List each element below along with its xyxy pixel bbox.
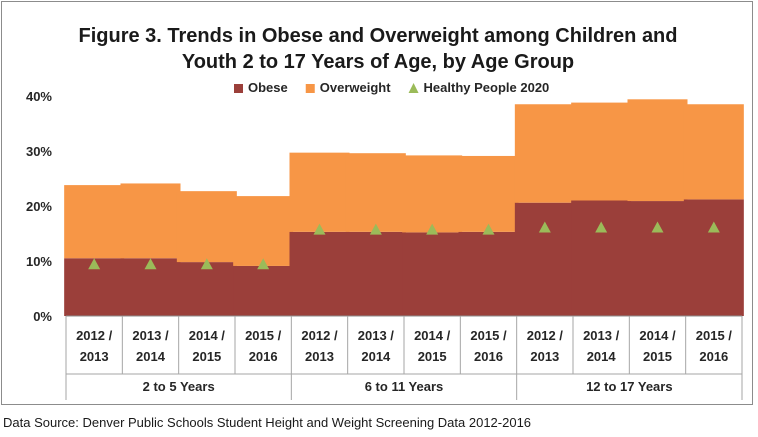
x-tick-label-year-end: 2016 (699, 349, 728, 364)
y-tick-label: 20% (26, 199, 52, 214)
group-label: 2 to 5 Years (143, 379, 215, 394)
x-tick-label-year-start: 2014 / (639, 328, 676, 343)
bar-overweight (345, 153, 406, 232)
x-tick-label-year-end: 2016 (474, 349, 503, 364)
bar-overweight (514, 104, 575, 203)
x-tick-label-year-end: 2013 (305, 349, 334, 364)
chart-title-line-1: Figure 3. Trends in Obese and Overweight… (79, 25, 678, 47)
bar-overweight (233, 196, 294, 266)
bar-obese (289, 231, 350, 316)
x-tick-label-year-end: 2013 (530, 349, 559, 364)
x-tick-label-year-end: 2014 (136, 349, 166, 364)
group-label: 6 to 11 Years (365, 379, 444, 394)
healthy-people-2020-marker (369, 223, 382, 235)
bar-obese (233, 265, 294, 316)
bar-overweight (402, 155, 463, 233)
bar-overweight (176, 191, 237, 263)
chart-title-line-2: Youth 2 to 17 Years of Age, by Age Group (182, 51, 574, 73)
legend-label-overweight: Overweight (320, 80, 391, 95)
healthy-people-2020-marker (595, 221, 608, 233)
legend-label-obese: Obese (248, 80, 288, 95)
y-tick-label: 30% (26, 144, 52, 159)
y-tick-label: 10% (26, 254, 52, 269)
x-tick-label-year-end: 2014 (587, 349, 617, 364)
x-tick-label-year-start: 2014 / (414, 328, 451, 343)
bar-overweight (120, 183, 181, 259)
healthy-people-2020-marker (88, 258, 101, 270)
x-tick-label-year-end: 2015 (192, 349, 221, 364)
bar-obese (458, 231, 519, 316)
x-tick-label-year-start: 2013 / (583, 328, 620, 343)
bar-obese (402, 232, 463, 316)
x-tick-label-year-end: 2016 (249, 349, 278, 364)
bar-overweight (289, 152, 350, 232)
bar-overweight (683, 104, 744, 200)
source-note: Data Source: Denver Public Schools Stude… (3, 415, 532, 430)
x-tick-label-year-start: 2013 / (132, 328, 169, 343)
legend-marker-healthy-people-2020 (408, 83, 419, 93)
y-tick-label: 0% (33, 309, 52, 324)
healthy-people-2020-marker (200, 258, 213, 270)
x-tick-label-year-start: 2012 / (76, 328, 113, 343)
chart-frame: Figure 3. Trends in Obese and Overweight… (1, 1, 753, 405)
x-tick-label-year-start: 2015 / (470, 328, 507, 343)
legend-label-healthy-people-2020: Healthy People 2020 (424, 80, 550, 95)
bar-obese (683, 199, 744, 316)
bar-obese (514, 202, 575, 316)
legend-swatch-overweight (305, 84, 315, 93)
group-label: 12 to 17 Years (586, 379, 673, 394)
bar-obese (571, 200, 632, 316)
legend-swatch-obese (234, 84, 243, 93)
bar-overweight (64, 185, 125, 259)
bar-obese (345, 231, 406, 316)
chart-area: Figure 3. Trends in Obese and Overweight… (26, 25, 744, 400)
bar-obese (627, 201, 688, 316)
x-tick-label-year-end: 2015 (418, 349, 447, 364)
healthy-people-2020-marker (144, 258, 157, 270)
x-tick-label-year-start: 2012 / (527, 328, 564, 343)
bar-overweight (571, 102, 632, 201)
bar-obese (176, 262, 237, 316)
x-tick-label-year-start: 2014 / (189, 328, 226, 343)
bar-overweight (627, 99, 688, 202)
x-tick-label-year-end: 2014 (361, 349, 391, 364)
healthy-people-2020-marker (651, 221, 664, 233)
healthy-people-2020-marker (426, 223, 439, 235)
x-tick-label-year-start: 2015 / (245, 328, 282, 343)
healthy-people-2020-marker (707, 221, 720, 233)
x-tick-label-year-end: 2015 (643, 349, 672, 364)
healthy-people-2020-marker (257, 258, 270, 270)
healthy-people-2020-marker (313, 223, 326, 235)
healthy-people-2020-marker (482, 223, 495, 235)
healthy-people-2020-marker (538, 221, 551, 233)
y-tick-label: 40% (26, 89, 52, 104)
bar-overweight (458, 155, 519, 232)
x-tick-label-year-start: 2012 / (301, 328, 338, 343)
x-tick-label-year-start: 2015 / (696, 328, 733, 343)
x-tick-label-year-end: 2013 (80, 349, 109, 364)
x-tick-label-year-start: 2013 / (358, 328, 395, 343)
